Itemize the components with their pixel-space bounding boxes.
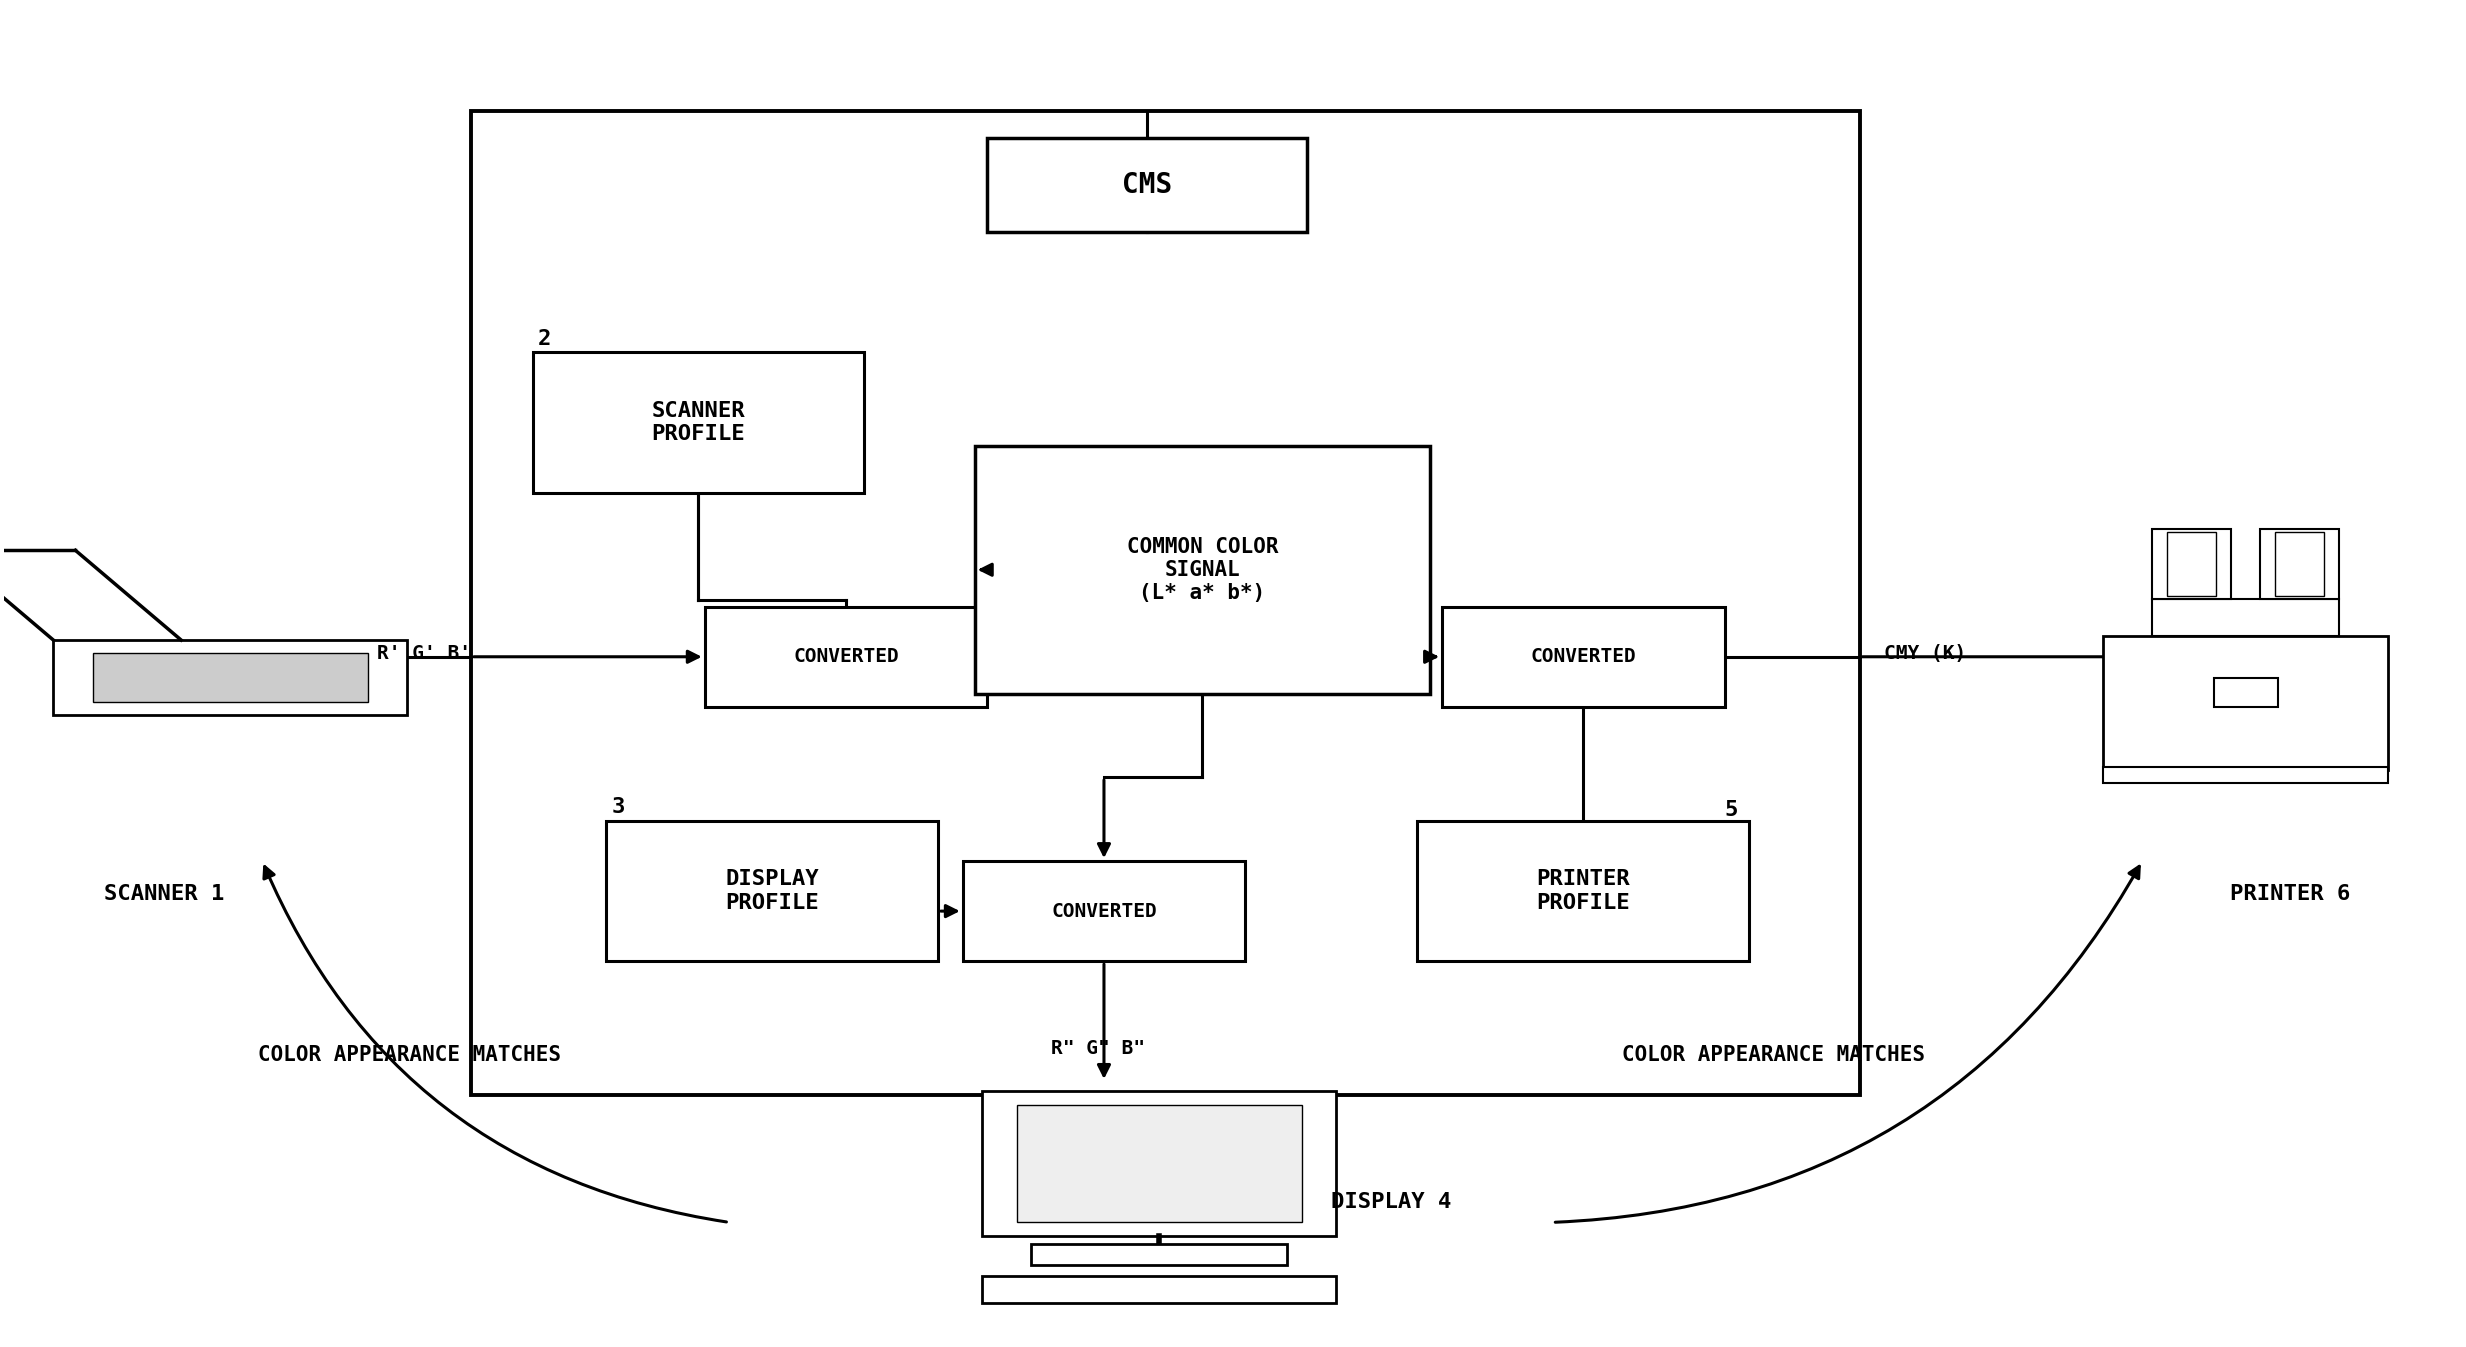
Text: COLOR APPEARANCE MATCHES: COLOR APPEARANCE MATCHES [259,1045,562,1065]
FancyBboxPatch shape [962,861,1245,962]
Text: DISPLAY 4: DISPLAY 4 [1332,1192,1452,1212]
Text: R" G" B": R" G" B" [1051,1039,1144,1057]
FancyBboxPatch shape [2276,532,2323,595]
FancyBboxPatch shape [705,606,986,707]
Text: CONVERTED: CONVERTED [794,648,898,667]
Text: CMS: CMS [1122,171,1171,199]
FancyBboxPatch shape [1443,606,1724,707]
Text: COLOR APPEARANCE MATCHES: COLOR APPEARANCE MATCHES [1623,1045,1926,1065]
FancyBboxPatch shape [2103,636,2387,770]
Text: SCANNER
PROFILE: SCANNER PROFILE [651,401,745,445]
FancyBboxPatch shape [2153,598,2338,636]
Text: CONVERTED: CONVERTED [1531,648,1635,667]
FancyBboxPatch shape [94,653,367,702]
FancyBboxPatch shape [533,352,866,493]
Text: CMY (K): CMY (K) [1884,644,1965,663]
FancyBboxPatch shape [2103,768,2387,783]
Text: 3: 3 [612,797,624,818]
Text: 5: 5 [1724,800,1739,820]
Text: CONVERTED: CONVERTED [1051,901,1157,920]
FancyBboxPatch shape [981,1276,1337,1303]
Text: R' G' B': R' G' B' [377,644,471,663]
Text: 2: 2 [538,329,550,349]
Text: PRINTER
PROFILE: PRINTER PROFILE [1536,869,1630,913]
FancyBboxPatch shape [1031,1243,1287,1265]
Text: SCANNER 1: SCANNER 1 [104,885,224,904]
FancyBboxPatch shape [1016,1105,1302,1222]
FancyBboxPatch shape [2168,532,2217,595]
Text: DISPLAY
PROFILE: DISPLAY PROFILE [725,869,819,913]
FancyBboxPatch shape [471,112,1859,1095]
FancyBboxPatch shape [54,640,407,715]
FancyBboxPatch shape [981,1091,1337,1235]
FancyBboxPatch shape [974,446,1430,694]
FancyBboxPatch shape [607,820,937,962]
FancyBboxPatch shape [1418,820,1748,962]
FancyBboxPatch shape [2153,529,2232,598]
Text: PRINTER 6: PRINTER 6 [2229,885,2350,904]
FancyBboxPatch shape [2214,678,2279,707]
FancyBboxPatch shape [2261,529,2338,598]
FancyBboxPatch shape [986,137,1307,232]
Text: COMMON COLOR
SIGNAL
(L* a* b*): COMMON COLOR SIGNAL (L* a* b*) [1127,536,1277,603]
